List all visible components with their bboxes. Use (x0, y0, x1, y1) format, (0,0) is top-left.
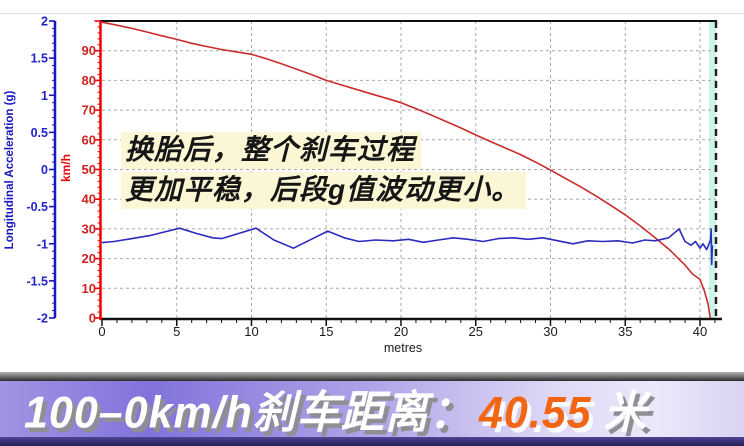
x-tick-label: 35 (618, 324, 632, 339)
speed-tick-label: 60 (82, 132, 96, 147)
accel-tick-label: 1.5 (31, 52, 48, 66)
x-tick-label: 10 (244, 324, 258, 339)
top-divider-line (0, 13, 744, 14)
banner-unit: 米 (603, 388, 648, 439)
series-speed_kmh (101, 21, 711, 319)
banner-top-shadow (0, 372, 744, 381)
x-tick-label: 5 (173, 324, 180, 339)
accel-tick-label: -2 (37, 312, 48, 326)
accel-tick-label: 0 (41, 163, 48, 177)
banner-label: 100–0km/h刹车距离： (24, 388, 473, 439)
result-banner: 100–0km/h刹车距离： 40.55 米 (0, 372, 744, 446)
speed-tick-label: 0 (89, 311, 96, 326)
chart-annotation: 换胎后，整个刹车过程 更加平稳，后段g值波动更小。 (121, 132, 527, 212)
accel-tick-label: -1.5 (26, 274, 48, 288)
x-tick-label: 15 (319, 324, 333, 339)
speed-tick-label: 70 (82, 103, 96, 118)
banner-text: 100–0km/h刹车距离： 40.55 米 (24, 377, 648, 441)
accel-tick-label: -0.5 (26, 200, 48, 214)
banner-distance-value: 40.55 (478, 388, 592, 439)
accel-tick-label: -1 (37, 237, 48, 251)
speed-tick-label: 50 (82, 162, 96, 177)
x-tick-label: 25 (469, 324, 483, 339)
stop-point-band (709, 21, 716, 318)
accel-tick-label: 2 (41, 15, 48, 29)
accel-axis-title: Longitudinal Acceleration (g) (4, 91, 16, 250)
banner-main: 100–0km/h刹车距离： 40.55 米 (0, 381, 744, 438)
x-tick-label: 20 (394, 324, 408, 339)
speed-tick-label: 90 (82, 43, 96, 58)
x-tick-label: 0 (98, 324, 105, 339)
speed-tick-label: 40 (82, 192, 96, 207)
speed-axis-title: km/h (59, 154, 73, 182)
accel-tick-label: 1 (41, 89, 48, 103)
x-axis-title: metres (384, 341, 422, 355)
annotation-line-2: 更加平稳，后段g值波动更小。 (121, 172, 527, 209)
series-longitudinal_accel_g (101, 227, 714, 266)
speed-tick-label: 20 (82, 251, 96, 266)
speed-tick-label: 10 (82, 281, 96, 296)
speed-tick-label: 80 (82, 73, 96, 88)
x-tick-label: 30 (543, 324, 557, 339)
speed-tick-label: 30 (82, 221, 96, 236)
banner-bottom-edge (0, 437, 744, 446)
x-tick-label: 40 (693, 324, 707, 339)
accel-tick-label: 0.5 (31, 126, 48, 140)
annotation-line-1: 换胎后，整个刹车过程 (121, 132, 422, 169)
